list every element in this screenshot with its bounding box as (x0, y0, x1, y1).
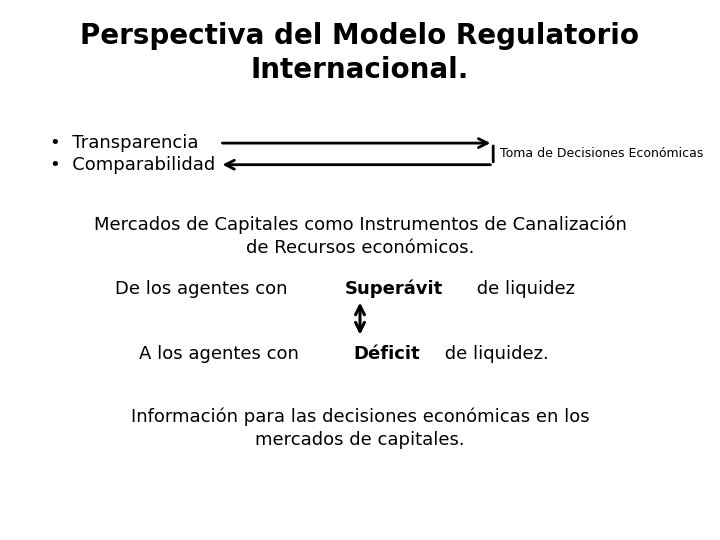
Text: A los agentes con: A los agentes con (140, 345, 305, 363)
Text: Perspectiva del Modelo Regulatorio
Internacional.: Perspectiva del Modelo Regulatorio Inter… (81, 22, 639, 84)
Text: De los agentes con: De los agentes con (114, 280, 293, 298)
Text: Información para las decisiones económicas en los
mercados de capitales.: Información para las decisiones económic… (131, 408, 589, 449)
Text: Mercados de Capitales como Instrumentos de Canalización
de Recursos económicos.: Mercados de Capitales como Instrumentos … (94, 216, 626, 258)
Text: Toma de Decisiones Económicas: Toma de Decisiones Económicas (500, 147, 703, 160)
Text: Superávit: Superávit (344, 280, 443, 298)
Text: de liquidez.: de liquidez. (439, 345, 549, 363)
Text: •  Comparabilidad: • Comparabilidad (50, 156, 216, 174)
Text: •  Transparencia: • Transparencia (50, 134, 199, 152)
Text: de liquidez: de liquidez (472, 280, 575, 298)
Text: Déficit: Déficit (353, 345, 420, 363)
